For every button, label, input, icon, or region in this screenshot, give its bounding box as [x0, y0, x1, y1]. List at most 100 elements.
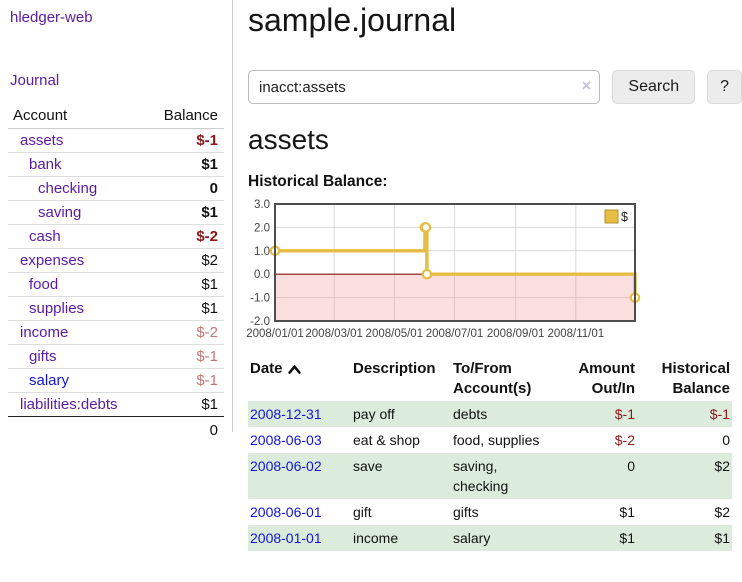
negative-region — [276, 274, 634, 320]
page-title: sample.journal — [248, 2, 457, 38]
sidebar-account-row: supplies $1 — [8, 297, 224, 321]
account-balance: $1 — [201, 300, 218, 317]
transaction-balance: 0 — [722, 432, 730, 448]
account-link-supplies[interactable]: supplies — [29, 300, 85, 317]
account-link-income[interactable]: income — [20, 324, 69, 341]
sidebar-account-row: saving $1 — [8, 201, 224, 225]
transaction-description: income — [353, 530, 399, 546]
transaction-amount: $1 — [619, 504, 635, 520]
app-title-link[interactable]: hledger-web — [10, 9, 93, 26]
transaction-balance: $2 — [714, 504, 730, 520]
sidebar-account-row: salary $-1 — [8, 369, 224, 393]
account-balance: $-2 — [196, 228, 218, 245]
date-column-header[interactable]: Date — [248, 357, 345, 401]
y-axis-tick-label: 0.0 — [254, 269, 270, 281]
account-link-assets[interactable]: assets — [20, 132, 64, 149]
x-axis-tick-label: 2008/03/01 — [305, 328, 363, 340]
account-balance: $1 — [201, 396, 218, 413]
y-axis-tick-label: -2.0 — [250, 316, 270, 328]
balance-column-header-register[interactable]: Historical Balance — [661, 360, 730, 397]
description-column-header[interactable]: Description — [353, 360, 436, 377]
search-help-button[interactable]: ? — [707, 70, 742, 104]
sidebar-account-row: income $-2 — [8, 321, 224, 345]
transaction-description: eat & shop — [353, 432, 420, 448]
y-axis-tick-label: 2.0 — [254, 222, 270, 234]
search-form: × Search ? — [248, 70, 742, 104]
sidebar: hledger-web Journal Account Balance asse… — [0, 0, 232, 442]
transaction-balance: $2 — [714, 458, 730, 474]
data-point-marker — [421, 268, 433, 280]
sidebar-divider — [232, 0, 233, 432]
register-row: 2008-06-03 eat & shop food, supplies $-2 0 — [248, 427, 732, 453]
sidebar-account-row: liabilities:debts $1 — [8, 393, 224, 417]
register-body: 2008-12-31 pay off debts $-1 $-1 2008-06-03 ea… — [248, 401, 732, 551]
amount-column-header[interactable]: Amount Out/In — [578, 360, 635, 397]
register-row: 2008-06-02 save saving, checking 0 $2 — [248, 453, 732, 499]
transaction-accounts: gifts — [453, 504, 479, 520]
chart-section-label: Historical Balance: — [248, 173, 388, 190]
sidebar-account-row: checking 0 — [8, 177, 224, 201]
transaction-description: save — [353, 458, 383, 474]
x-axis-tick-label: 2008/11/01 — [547, 328, 604, 340]
account-heading: assets — [248, 124, 329, 155]
transaction-date-link[interactable]: 2008-01-01 — [250, 530, 322, 546]
account-balance: $-2 — [196, 324, 218, 341]
y-axis-tick-label: 1.0 — [254, 246, 270, 258]
search-box: × — [248, 70, 601, 104]
register-row: 2008-12-31 pay off debts $-1 $-1 — [248, 401, 732, 427]
transaction-date-link[interactable]: 2008-06-01 — [250, 504, 322, 520]
account-link-cash[interactable]: cash — [29, 228, 61, 245]
sidebar-account-row: cash $-2 — [8, 225, 224, 249]
transaction-accounts: debts — [453, 406, 488, 422]
transaction-accounts: salary — [453, 530, 491, 546]
x-axis-tick-label: 2008/09/01 — [487, 328, 545, 340]
date-header-label: Date — [250, 360, 283, 377]
plot-border — [274, 203, 636, 322]
sidebar-account-row: bank $1 — [8, 153, 224, 177]
account-link-checking[interactable]: checking — [38, 180, 98, 197]
account-link-bank[interactable]: bank — [29, 156, 62, 173]
account-balance: $-1 — [196, 348, 218, 365]
transaction-amount: $1 — [619, 530, 635, 546]
transaction-balance: $-1 — [709, 406, 730, 422]
sidebar-account-row: gifts $-1 — [8, 345, 224, 369]
sidebar-accounts: assets $-1 bank $1 checking 0 saving $1 cash $-2 e… — [8, 129, 224, 417]
main-content: sample.journal × Search ? assets Histori… — [246, 0, 742, 551]
register-table: Date Description To/From Account(s) Amou… — [248, 357, 732, 551]
transaction-date-link[interactable]: 2008-06-02 — [250, 458, 322, 474]
x-axis-tick-label: 2008/01/01 — [246, 328, 304, 340]
transaction-amount: $-1 — [614, 406, 635, 422]
sidebar-account-row: assets $-1 — [8, 129, 224, 153]
account-link-food[interactable]: food — [29, 276, 59, 293]
account-link-saving[interactable]: saving — [38, 204, 82, 221]
search-input[interactable] — [248, 70, 601, 104]
account-balance: $1 — [201, 204, 218, 221]
account-balance: $1 — [201, 276, 218, 293]
x-axis-tick-label: 2008/07/01 — [426, 328, 484, 340]
register-row: 2008-01-01 income salary $1 $1 — [248, 525, 732, 551]
legend-swatch — [604, 209, 619, 224]
clear-search-icon[interactable]: × — [581, 76, 592, 95]
journal-link[interactable]: Journal — [10, 72, 60, 89]
transaction-description: gift — [353, 504, 372, 520]
transaction-date-link[interactable]: 2008-06-03 — [250, 432, 322, 448]
y-axis-tick-label: 3.0 — [254, 199, 270, 211]
transaction-balance: $1 — [714, 530, 730, 546]
transaction-amount: 0 — [627, 458, 635, 474]
transaction-date-link[interactable]: 2008-12-31 — [250, 406, 322, 422]
account-table-header: Account Balance — [8, 105, 224, 129]
sidebar-account-row: expenses $2 — [8, 249, 224, 273]
account-link-liabilities-debts[interactable]: liabilities:debts — [20, 396, 118, 413]
account-link-gifts[interactable]: gifts — [29, 348, 57, 365]
legend-label: $ — [621, 210, 628, 224]
account-balance: $-1 — [196, 132, 218, 149]
account-link-salary[interactable]: salary — [29, 372, 70, 389]
search-button[interactable]: Search — [612, 70, 696, 104]
accounts-column-header[interactable]: To/From Account(s) — [453, 360, 532, 397]
account-balance: $-1 — [196, 372, 218, 389]
x-axis-tick-label: 2008/05/01 — [366, 328, 424, 340]
account-balance: $2 — [201, 252, 218, 269]
account-link-expenses[interactable]: expenses — [20, 252, 85, 269]
